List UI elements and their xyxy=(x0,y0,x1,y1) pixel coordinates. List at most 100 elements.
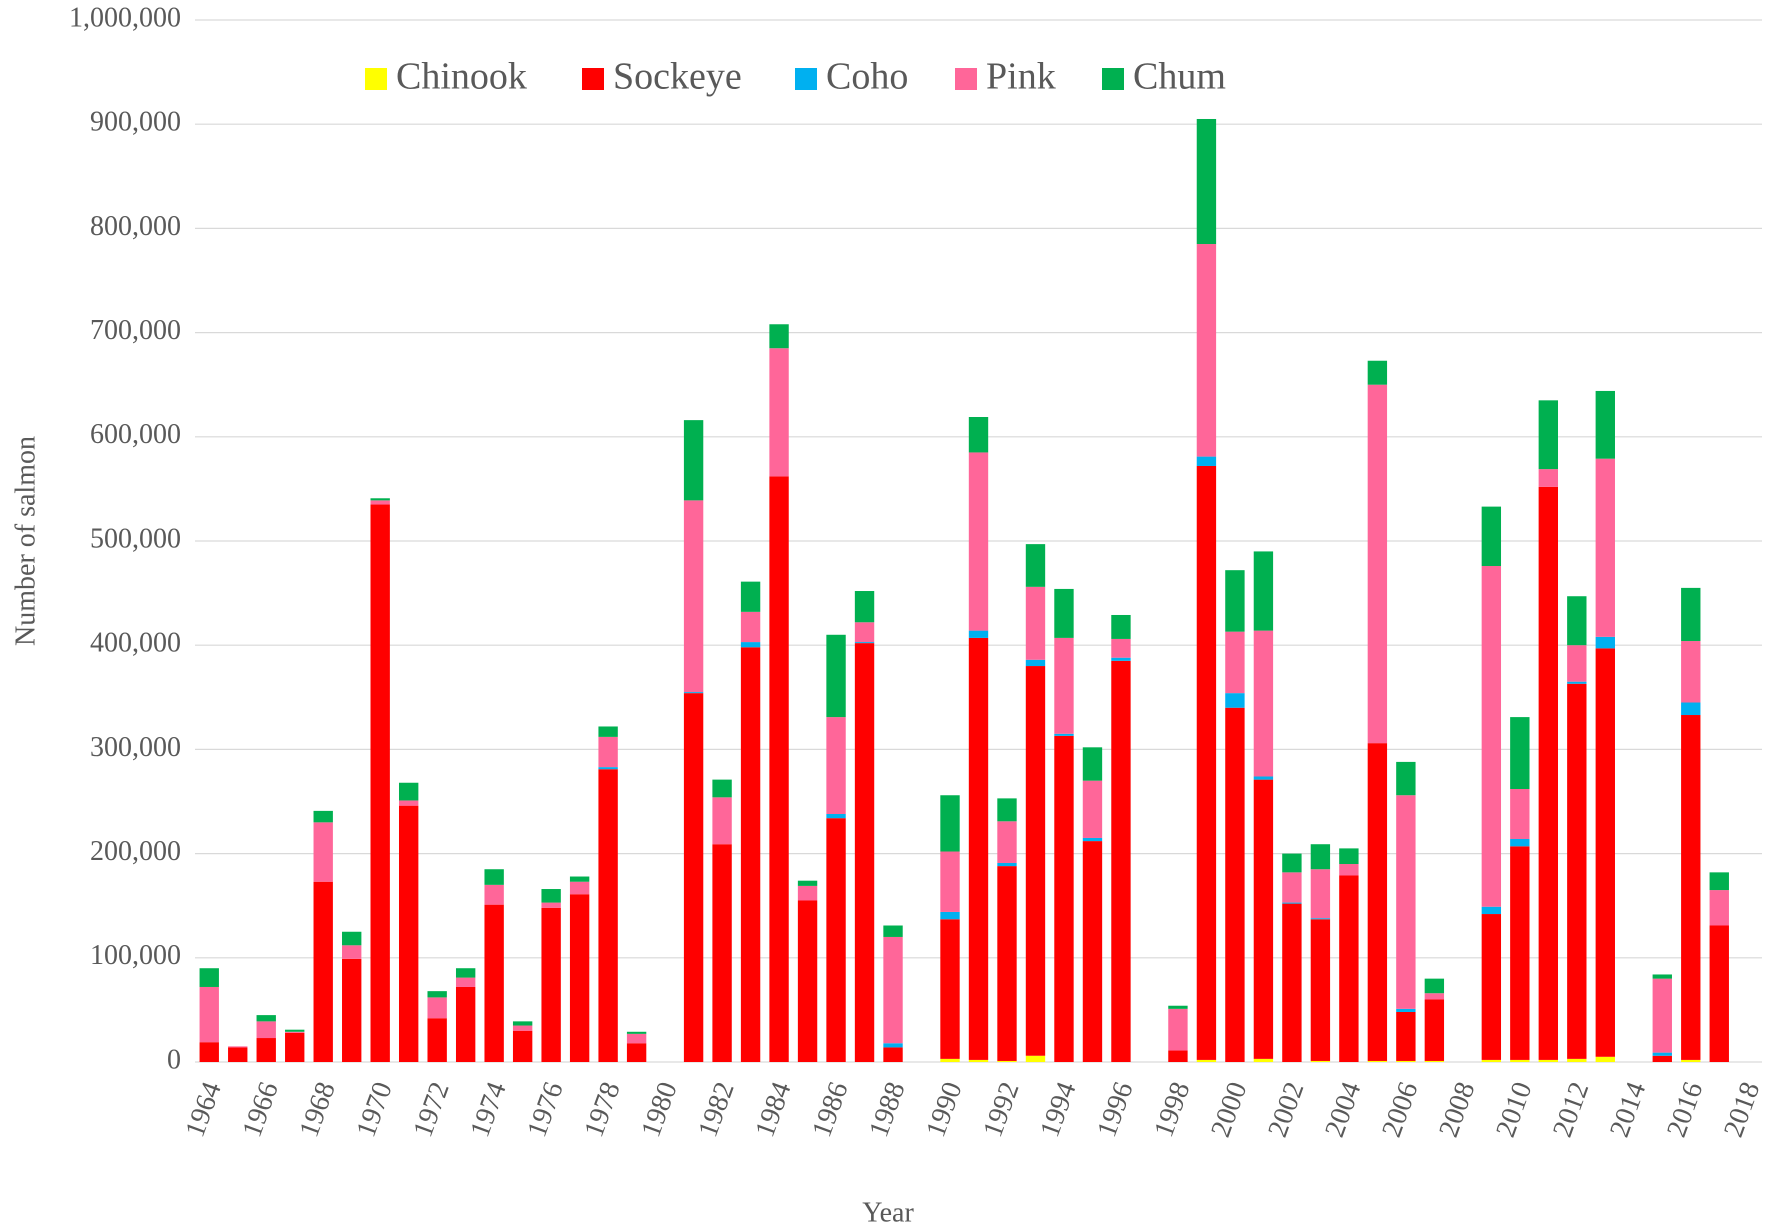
x-tick-label: 2012 xyxy=(1547,1078,1595,1141)
legend-swatch xyxy=(795,68,817,90)
bar-segment xyxy=(1168,1050,1188,1062)
bar-segment xyxy=(1510,839,1530,847)
bar-segment xyxy=(1424,978,1445,994)
bar-segment xyxy=(740,647,761,1062)
x-tick-label: 2008 xyxy=(1433,1078,1481,1141)
y-tick-label: 600,000 xyxy=(90,419,181,450)
bar-segment xyxy=(1196,118,1217,245)
bar-segment xyxy=(883,1043,903,1048)
bar-segment xyxy=(342,945,362,959)
bar-segment xyxy=(1510,846,1530,1060)
bar-segment xyxy=(740,642,761,648)
legend-label: Chinook xyxy=(396,56,527,98)
bar-segment xyxy=(712,844,732,1062)
bar-segment xyxy=(1054,733,1074,736)
bar-segment xyxy=(1595,1056,1615,1062)
bar-segment xyxy=(1310,918,1331,920)
bar-segment xyxy=(1538,469,1559,487)
x-tick-label: 1996 xyxy=(1091,1078,1139,1141)
bar-segment xyxy=(1510,717,1530,789)
y-tick-label: 400,000 xyxy=(90,628,181,659)
bar-segment xyxy=(512,1021,533,1026)
bar-segment xyxy=(598,769,618,1062)
y-tick-label: 700,000 xyxy=(90,315,181,346)
bar-segment xyxy=(826,814,846,819)
bar-segment xyxy=(1310,919,1331,1061)
bar-segment xyxy=(598,736,618,768)
x-tick-label: 2014 xyxy=(1604,1078,1652,1141)
bar-segment xyxy=(712,797,732,845)
x-tick-label: 1974 xyxy=(464,1078,512,1141)
bar-segment xyxy=(1054,637,1074,734)
bar-segment xyxy=(1424,999,1445,1061)
bar-segment xyxy=(968,452,989,631)
bar-segment xyxy=(455,986,476,1062)
bar-segment xyxy=(1253,776,1274,780)
bar-segment xyxy=(398,800,419,806)
bar-segment xyxy=(1367,360,1388,385)
bar-segment xyxy=(1025,544,1046,587)
bar-segment xyxy=(740,611,761,643)
bar-segment xyxy=(1025,659,1046,667)
bar-segment xyxy=(370,498,390,501)
bar-segment xyxy=(1595,390,1615,459)
bar-segment xyxy=(484,884,504,905)
bar-segment xyxy=(1225,693,1245,708)
bar-segment xyxy=(1282,902,1302,904)
bar-segment xyxy=(1282,853,1302,873)
bar-segment xyxy=(1225,570,1245,632)
y-tick-label: 300,000 xyxy=(90,732,181,763)
bar-segment xyxy=(1681,702,1701,716)
x-tick-label: 1970 xyxy=(351,1078,399,1141)
bar-segment xyxy=(342,931,362,946)
bar-segment xyxy=(826,818,846,1062)
bar-segment xyxy=(512,1030,533,1062)
x-tick-label: 2000 xyxy=(1205,1078,1253,1141)
bar-segment xyxy=(427,1018,447,1062)
legend-label: Chum xyxy=(1133,56,1226,98)
bar-segment xyxy=(285,1032,305,1062)
bar-segment xyxy=(1310,869,1331,919)
bar-segment xyxy=(683,692,704,694)
bar-segment xyxy=(1567,683,1587,1059)
bar-segment xyxy=(826,634,846,718)
x-tick-label: 1986 xyxy=(806,1078,854,1141)
bar-segment xyxy=(1196,1059,1217,1062)
bar-segment xyxy=(1253,779,1274,1059)
legend-swatch xyxy=(1102,68,1124,90)
bar-segment xyxy=(940,851,960,912)
bar-segment xyxy=(1567,1058,1587,1062)
bar-segment xyxy=(1681,587,1701,642)
y-tick-label: 500,000 xyxy=(90,523,181,554)
legend-swatch xyxy=(365,68,387,90)
bar-segment xyxy=(997,866,1017,1061)
bar-segment xyxy=(484,904,504,1062)
bar-segment xyxy=(199,986,219,1043)
x-tick-label: 1990 xyxy=(920,1078,968,1141)
y-tick-label: 900,000 xyxy=(90,107,181,138)
bar-segment xyxy=(541,902,561,908)
bar-segment xyxy=(342,958,362,1062)
bar-segment xyxy=(626,1031,647,1034)
bar-segment xyxy=(1367,384,1388,744)
bar-segment xyxy=(370,500,390,505)
x-tick-label: 1988 xyxy=(863,1078,911,1141)
bar-segment xyxy=(940,919,960,1059)
bar-segment xyxy=(1510,1059,1530,1062)
legend-label: Coho xyxy=(826,56,908,98)
bar-segment xyxy=(1424,1060,1445,1062)
bar-segment xyxy=(1367,743,1388,1061)
bar-segment xyxy=(569,876,590,882)
x-tick-label: 1980 xyxy=(635,1078,683,1141)
bar-segment xyxy=(1025,666,1046,1056)
bar-segment xyxy=(313,822,333,882)
bar-segment xyxy=(997,821,1017,863)
bar-segment xyxy=(1396,1008,1416,1012)
y-axis-label: Number of salmon xyxy=(10,436,41,646)
bar-segment xyxy=(1196,465,1217,1060)
bar-segment xyxy=(598,726,618,737)
bar-segment xyxy=(1396,795,1416,1009)
bar-segment xyxy=(1481,506,1502,567)
bar-segment xyxy=(1538,486,1559,1060)
y-tick-label: 0 xyxy=(167,1044,181,1075)
